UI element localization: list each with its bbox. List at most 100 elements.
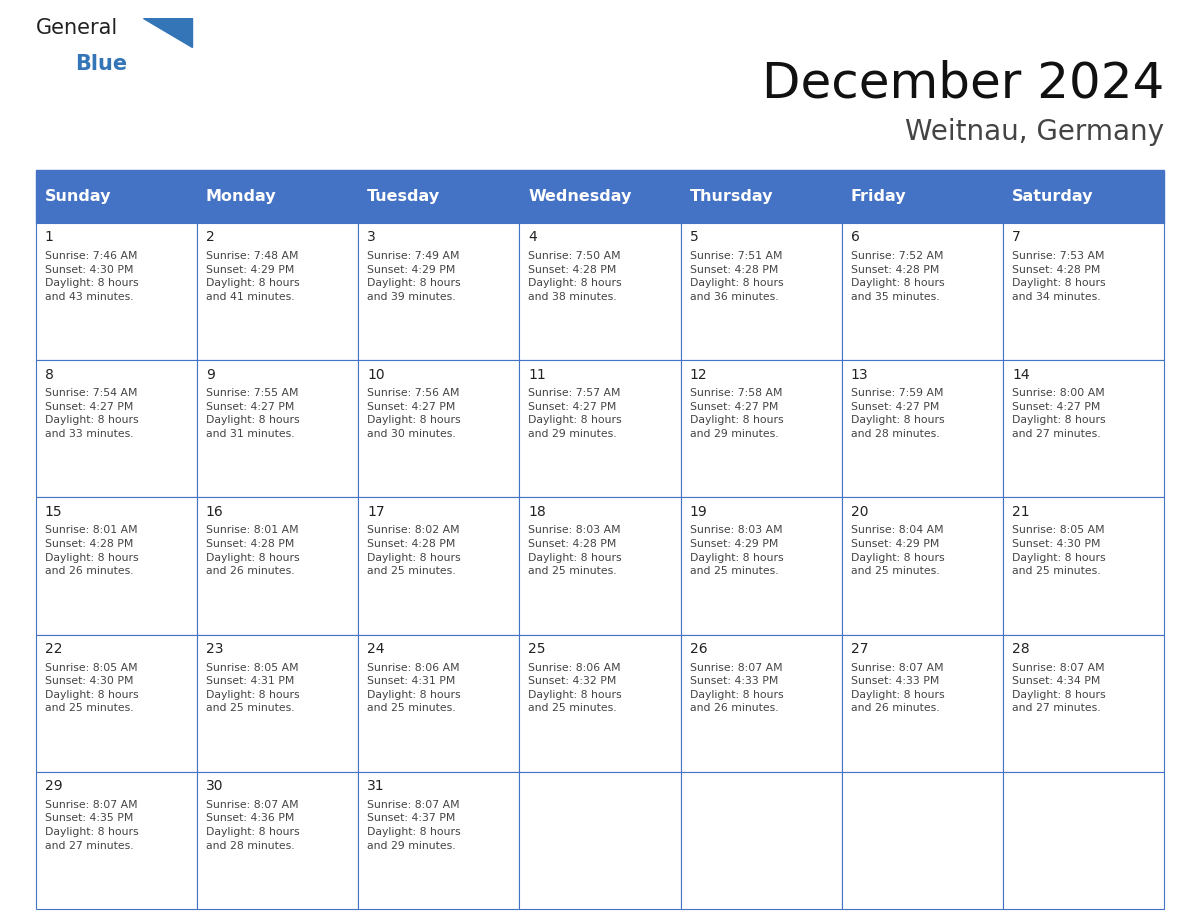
Bar (1003, 634, 1164, 772)
Text: Sunrise: 8:07 AM
Sunset: 4:35 PM
Daylight: 8 hours
and 27 minutes.: Sunrise: 8:07 AM Sunset: 4:35 PM Dayligh… (45, 800, 138, 851)
Polygon shape (143, 18, 192, 47)
Bar (842, 634, 1003, 772)
Bar (681, 498, 842, 634)
Text: Sunrise: 7:55 AM
Sunset: 4:27 PM
Daylight: 8 hours
and 31 minutes.: Sunrise: 7:55 AM Sunset: 4:27 PM Dayligh… (206, 388, 299, 439)
Bar (842, 360, 1003, 498)
Text: Sunrise: 7:48 AM
Sunset: 4:29 PM
Daylight: 8 hours
and 41 minutes.: Sunrise: 7:48 AM Sunset: 4:29 PM Dayligh… (206, 252, 299, 302)
Text: Sunrise: 8:01 AM
Sunset: 4:28 PM
Daylight: 8 hours
and 26 minutes.: Sunrise: 8:01 AM Sunset: 4:28 PM Dayligh… (45, 525, 138, 577)
Text: December 2024: December 2024 (762, 60, 1164, 107)
Text: Sunrise: 7:56 AM
Sunset: 4:27 PM
Daylight: 8 hours
and 30 minutes.: Sunrise: 7:56 AM Sunset: 4:27 PM Dayligh… (367, 388, 461, 439)
Bar (197, 498, 358, 634)
Bar (36, 634, 197, 772)
Text: 25: 25 (529, 642, 545, 655)
Text: Sunrise: 8:05 AM
Sunset: 4:30 PM
Daylight: 8 hours
and 25 minutes.: Sunrise: 8:05 AM Sunset: 4:30 PM Dayligh… (45, 663, 138, 713)
Bar (36, 170, 197, 223)
Text: 1: 1 (45, 230, 53, 244)
Text: Sunrise: 8:03 AM
Sunset: 4:28 PM
Daylight: 8 hours
and 25 minutes.: Sunrise: 8:03 AM Sunset: 4:28 PM Dayligh… (529, 525, 623, 577)
Text: Sunrise: 7:51 AM
Sunset: 4:28 PM
Daylight: 8 hours
and 36 minutes.: Sunrise: 7:51 AM Sunset: 4:28 PM Dayligh… (689, 252, 783, 302)
Bar (1003, 223, 1164, 360)
Text: 30: 30 (206, 779, 223, 793)
Bar (358, 170, 519, 223)
Bar (36, 360, 197, 498)
Text: 29: 29 (45, 779, 62, 793)
Text: Saturday: Saturday (1012, 189, 1093, 204)
Bar (519, 498, 681, 634)
Text: Sunrise: 8:07 AM
Sunset: 4:33 PM
Daylight: 8 hours
and 26 minutes.: Sunrise: 8:07 AM Sunset: 4:33 PM Dayligh… (689, 663, 783, 713)
Bar (1003, 170, 1164, 223)
Text: 2: 2 (206, 230, 215, 244)
Text: Sunrise: 7:59 AM
Sunset: 4:27 PM
Daylight: 8 hours
and 28 minutes.: Sunrise: 7:59 AM Sunset: 4:27 PM Dayligh… (851, 388, 944, 439)
Bar (197, 223, 358, 360)
Bar (197, 360, 358, 498)
Text: Friday: Friday (851, 189, 906, 204)
Bar (358, 223, 519, 360)
Text: 13: 13 (851, 367, 868, 382)
Text: Sunrise: 8:03 AM
Sunset: 4:29 PM
Daylight: 8 hours
and 25 minutes.: Sunrise: 8:03 AM Sunset: 4:29 PM Dayligh… (689, 525, 783, 577)
Bar (842, 170, 1003, 223)
Text: Monday: Monday (206, 189, 277, 204)
Text: 21: 21 (1012, 505, 1030, 519)
Text: Tuesday: Tuesday (367, 189, 441, 204)
Text: 8: 8 (45, 367, 53, 382)
Bar (842, 772, 1003, 909)
Text: Sunrise: 8:06 AM
Sunset: 4:32 PM
Daylight: 8 hours
and 25 minutes.: Sunrise: 8:06 AM Sunset: 4:32 PM Dayligh… (529, 663, 623, 713)
Bar (1003, 360, 1164, 498)
Text: Sunrise: 8:05 AM
Sunset: 4:31 PM
Daylight: 8 hours
and 25 minutes.: Sunrise: 8:05 AM Sunset: 4:31 PM Dayligh… (206, 663, 299, 713)
Text: 23: 23 (206, 642, 223, 655)
Bar (681, 360, 842, 498)
Bar (842, 223, 1003, 360)
Bar (358, 772, 519, 909)
Text: 18: 18 (529, 505, 546, 519)
Text: Weitnau, Germany: Weitnau, Germany (905, 118, 1164, 146)
Text: Sunrise: 7:50 AM
Sunset: 4:28 PM
Daylight: 8 hours
and 38 minutes.: Sunrise: 7:50 AM Sunset: 4:28 PM Dayligh… (529, 252, 623, 302)
Bar (519, 170, 681, 223)
Bar (358, 360, 519, 498)
Text: 15: 15 (45, 505, 62, 519)
Text: General: General (36, 18, 118, 39)
Text: 11: 11 (529, 367, 546, 382)
Bar (681, 634, 842, 772)
Bar (681, 223, 842, 360)
Text: 31: 31 (367, 779, 385, 793)
Text: 22: 22 (45, 642, 62, 655)
Bar (681, 170, 842, 223)
Text: Sunday: Sunday (45, 189, 112, 204)
Text: Sunrise: 8:01 AM
Sunset: 4:28 PM
Daylight: 8 hours
and 26 minutes.: Sunrise: 8:01 AM Sunset: 4:28 PM Dayligh… (206, 525, 299, 577)
Text: Sunrise: 8:07 AM
Sunset: 4:34 PM
Daylight: 8 hours
and 27 minutes.: Sunrise: 8:07 AM Sunset: 4:34 PM Dayligh… (1012, 663, 1106, 713)
Text: 4: 4 (529, 230, 537, 244)
Text: Sunrise: 8:06 AM
Sunset: 4:31 PM
Daylight: 8 hours
and 25 minutes.: Sunrise: 8:06 AM Sunset: 4:31 PM Dayligh… (367, 663, 461, 713)
Text: Sunrise: 8:07 AM
Sunset: 4:37 PM
Daylight: 8 hours
and 29 minutes.: Sunrise: 8:07 AM Sunset: 4:37 PM Dayligh… (367, 800, 461, 851)
Bar (197, 772, 358, 909)
Text: 9: 9 (206, 367, 215, 382)
Text: Sunrise: 8:07 AM
Sunset: 4:33 PM
Daylight: 8 hours
and 26 minutes.: Sunrise: 8:07 AM Sunset: 4:33 PM Dayligh… (851, 663, 944, 713)
Text: Sunrise: 7:49 AM
Sunset: 4:29 PM
Daylight: 8 hours
and 39 minutes.: Sunrise: 7:49 AM Sunset: 4:29 PM Dayligh… (367, 252, 461, 302)
Text: Thursday: Thursday (689, 189, 773, 204)
Text: Sunrise: 7:52 AM
Sunset: 4:28 PM
Daylight: 8 hours
and 35 minutes.: Sunrise: 7:52 AM Sunset: 4:28 PM Dayligh… (851, 252, 944, 302)
Text: 20: 20 (851, 505, 868, 519)
Bar (842, 498, 1003, 634)
Text: 7: 7 (1012, 230, 1020, 244)
Text: Sunrise: 7:46 AM
Sunset: 4:30 PM
Daylight: 8 hours
and 43 minutes.: Sunrise: 7:46 AM Sunset: 4:30 PM Dayligh… (45, 252, 138, 302)
Text: 3: 3 (367, 230, 375, 244)
Text: 6: 6 (851, 230, 860, 244)
Bar (36, 223, 197, 360)
Text: 27: 27 (851, 642, 868, 655)
Text: Sunrise: 7:57 AM
Sunset: 4:27 PM
Daylight: 8 hours
and 29 minutes.: Sunrise: 7:57 AM Sunset: 4:27 PM Dayligh… (529, 388, 623, 439)
Text: 12: 12 (689, 367, 707, 382)
Text: Sunrise: 7:54 AM
Sunset: 4:27 PM
Daylight: 8 hours
and 33 minutes.: Sunrise: 7:54 AM Sunset: 4:27 PM Dayligh… (45, 388, 138, 439)
Bar (1003, 498, 1164, 634)
Text: Sunrise: 8:02 AM
Sunset: 4:28 PM
Daylight: 8 hours
and 25 minutes.: Sunrise: 8:02 AM Sunset: 4:28 PM Dayligh… (367, 525, 461, 577)
Text: Sunrise: 8:00 AM
Sunset: 4:27 PM
Daylight: 8 hours
and 27 minutes.: Sunrise: 8:00 AM Sunset: 4:27 PM Dayligh… (1012, 388, 1106, 439)
Text: 24: 24 (367, 642, 385, 655)
Text: Blue: Blue (75, 53, 127, 73)
Bar (197, 634, 358, 772)
Bar (681, 772, 842, 909)
Text: 19: 19 (689, 505, 707, 519)
Bar (36, 498, 197, 634)
Text: 10: 10 (367, 367, 385, 382)
Text: Sunrise: 7:53 AM
Sunset: 4:28 PM
Daylight: 8 hours
and 34 minutes.: Sunrise: 7:53 AM Sunset: 4:28 PM Dayligh… (1012, 252, 1106, 302)
Text: Sunrise: 7:58 AM
Sunset: 4:27 PM
Daylight: 8 hours
and 29 minutes.: Sunrise: 7:58 AM Sunset: 4:27 PM Dayligh… (689, 388, 783, 439)
Text: 28: 28 (1012, 642, 1030, 655)
Text: 17: 17 (367, 505, 385, 519)
Text: Sunrise: 8:07 AM
Sunset: 4:36 PM
Daylight: 8 hours
and 28 minutes.: Sunrise: 8:07 AM Sunset: 4:36 PM Dayligh… (206, 800, 299, 851)
